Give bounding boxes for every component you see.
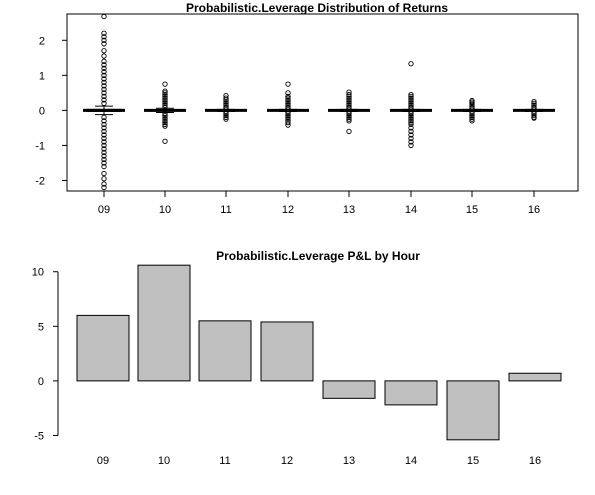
x-axis: 09 10 11 12 13 14 15 16 (98, 191, 540, 216)
x-tick-label: 15 (467, 455, 479, 467)
plot-frame (67, 14, 578, 191)
box-outlier (163, 82, 167, 86)
box-outlier (102, 49, 106, 53)
chart-title: Probabilistic.Leverage Distribution of R… (186, 1, 448, 15)
x-tick-label: 13 (343, 455, 355, 467)
y-tick-label: 0 (39, 105, 45, 117)
box-11 (205, 93, 247, 121)
bar-09 (77, 315, 129, 380)
y-tick-label: 10 (32, 267, 44, 279)
y-tick-label: 5 (38, 321, 44, 333)
y-tick-label: 1 (39, 70, 45, 82)
bar-15 (447, 381, 499, 440)
box-15 (451, 98, 493, 123)
box-outlier (102, 177, 106, 181)
x-tick-label: 11 (220, 204, 231, 216)
box-09 (83, 14, 125, 189)
chart-title: Probabilistic.Leverage P&L by Hour (216, 249, 420, 263)
box-outlier (286, 82, 290, 86)
box-outlier (163, 139, 167, 143)
bar-series (77, 265, 561, 440)
x-tick-label: 10 (158, 455, 170, 467)
box-series (83, 14, 555, 189)
returns-distribution-chart: Probabilistic.Leverage Distribution of R… (35, 1, 578, 216)
y-tick-label: 0 (38, 376, 44, 388)
y-axis: -2 -1 0 1 2 (35, 35, 67, 187)
box-outlier (102, 54, 106, 58)
pnl-by-hour-chart: Probabilistic.Leverage P&L by Hour -5 0 5 1… (32, 249, 561, 467)
y-tick-label: -1 (35, 140, 45, 152)
bar-16 (509, 373, 561, 381)
box-14 (390, 62, 432, 148)
x-tick-label: 09 (97, 455, 109, 467)
box-outlier (102, 14, 106, 18)
x-tick-label: 16 (529, 455, 541, 467)
bar-13 (323, 381, 375, 398)
x-axis: 09 10 11 12 13 14 15 16 (97, 455, 541, 467)
bar-12 (261, 322, 313, 381)
box-13 (328, 90, 370, 134)
box-outlier (347, 129, 351, 133)
box-16 (513, 99, 555, 120)
bar-10 (138, 265, 190, 381)
box-outlier (102, 171, 106, 175)
bar-11 (199, 321, 251, 381)
x-tick-label: 14 (405, 204, 417, 216)
x-tick-label: 09 (98, 204, 110, 216)
y-tick-label: -5 (34, 430, 44, 442)
y-tick-label: 2 (39, 35, 45, 47)
x-tick-label: 12 (281, 455, 293, 467)
y-tick-label: -2 (35, 175, 45, 187)
box-outlier (409, 62, 413, 66)
bar-14 (385, 381, 437, 405)
box-12 (267, 82, 309, 127)
x-tick-label: 15 (466, 204, 478, 216)
y-axis: -5 0 5 10 (32, 267, 58, 443)
x-tick-label: 11 (219, 455, 230, 467)
box-10 (144, 82, 186, 144)
x-tick-label: 16 (528, 204, 540, 216)
x-tick-label: 14 (405, 455, 417, 467)
x-tick-label: 13 (343, 204, 355, 216)
x-tick-label: 10 (159, 204, 171, 216)
x-tick-label: 12 (282, 204, 294, 216)
